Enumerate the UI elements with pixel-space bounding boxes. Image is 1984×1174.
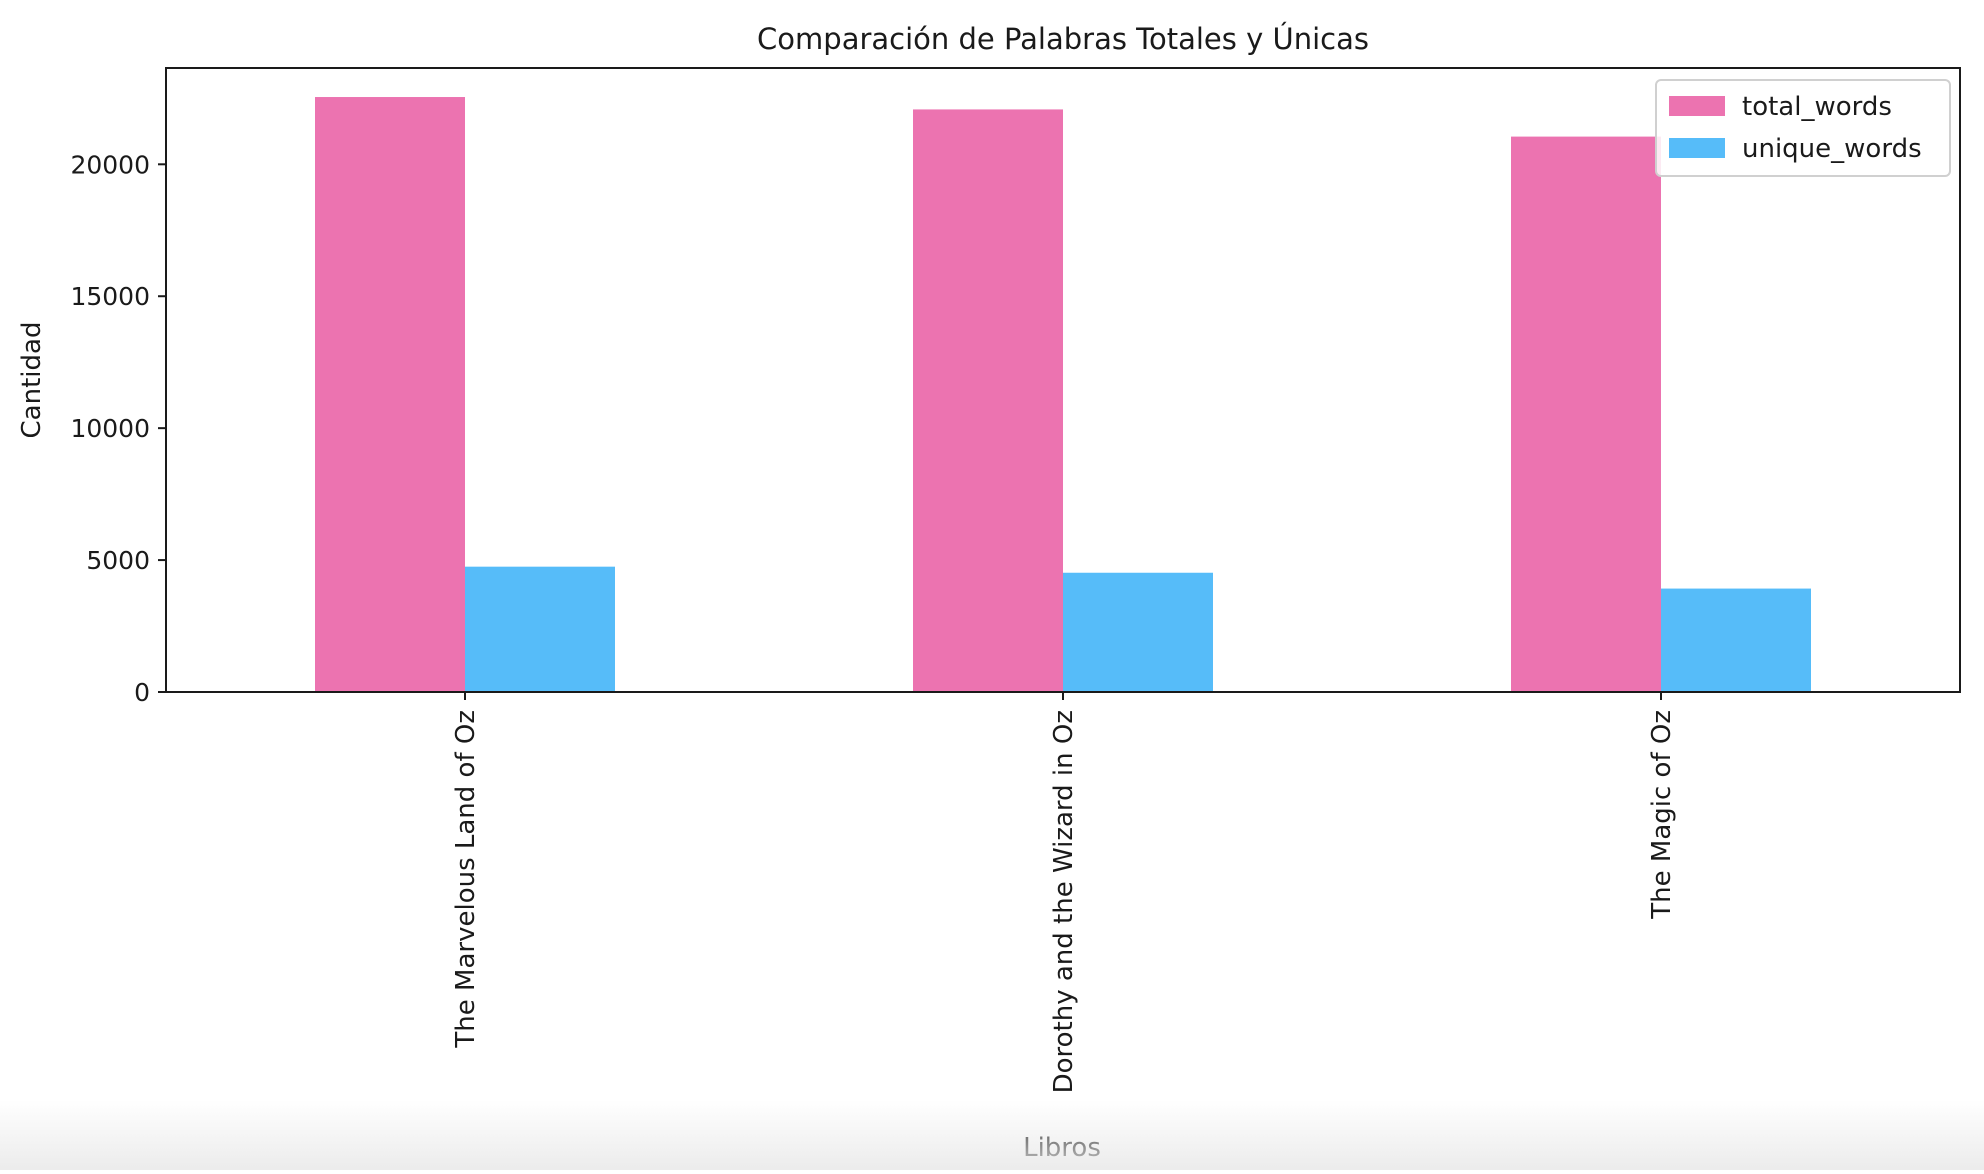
y-axis-ticks: 0 5000 10000 15000 20000	[70, 150, 166, 707]
y-tick-label: 15000	[70, 282, 150, 311]
legend-swatch-unique-words	[1669, 138, 1725, 158]
x-tick-label: The Magic of Oz	[1647, 710, 1677, 920]
bars-group	[315, 97, 1811, 693]
legend-frame	[1655, 79, 1951, 177]
bar-total-words-3	[1511, 136, 1661, 693]
legend: total_words unique_words	[1655, 79, 1951, 177]
x-tick-label: The Marvelous Land of Oz	[451, 710, 481, 1049]
y-tick-label: 0	[134, 678, 150, 707]
bar-unique-words-1	[465, 566, 615, 692]
x-axis-ticks: The Marvelous Land of Oz Dorothy and the …	[451, 692, 1677, 1093]
y-tick-label: 5000	[86, 546, 150, 575]
legend-label-total-words: total_words	[1742, 92, 1892, 122]
legend-label-unique-words: unique_words	[1742, 134, 1922, 164]
legend-swatch-total-words	[1669, 96, 1725, 116]
bar-total-words-2	[913, 109, 1063, 693]
x-tick-label: Dorothy and the Wizard in Oz	[1049, 710, 1079, 1093]
y-tick-label: 20000	[70, 150, 150, 179]
chart-title: Comparación de Palabras Totales y Únicas	[757, 22, 1369, 56]
y-axis-label: Cantidad	[17, 322, 47, 439]
bar-total-words-1	[315, 97, 465, 692]
y-tick-label: 10000	[70, 414, 150, 443]
x-axis-label: Libros	[1023, 1133, 1101, 1163]
bar-unique-words-2	[1063, 572, 1213, 692]
bar-unique-words-3	[1661, 588, 1811, 692]
